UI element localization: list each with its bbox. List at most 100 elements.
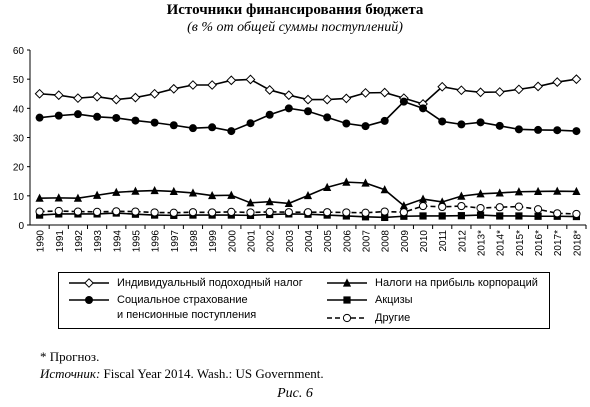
marker: [457, 120, 466, 129]
marker: [496, 212, 504, 220]
marker: [572, 186, 581, 196]
marker: [534, 125, 543, 134]
marker: [572, 209, 581, 219]
y-tick-label: 10: [13, 192, 25, 203]
marker: [514, 187, 523, 196]
x-tick-label: 2011: [438, 230, 449, 252]
marker: [533, 186, 543, 196]
legend-swatch: [327, 278, 367, 287]
marker: [476, 189, 485, 198]
marker: [342, 313, 352, 323]
legend-label: Индивидуальный подоходный налог: [117, 277, 303, 289]
y-tick-label: 30: [13, 134, 25, 145]
y-tick-label: 0: [18, 221, 24, 232]
chart-title: Источники финансирования бюджета: [166, 2, 424, 18]
marker: [571, 74, 582, 85]
marker: [149, 88, 160, 99]
marker: [265, 110, 274, 119]
marker: [379, 87, 390, 98]
x-tick-label: 2000: [227, 230, 238, 253]
marker: [419, 212, 427, 220]
x-tick-label: 2012: [457, 230, 468, 253]
marker: [284, 198, 293, 208]
marker: [85, 296, 93, 304]
marker: [265, 197, 274, 206]
x-tick-label: 2005: [323, 230, 334, 253]
marker: [226, 75, 237, 86]
legend-swatch: [327, 313, 367, 323]
marker: [342, 119, 351, 128]
x-tick-label: 1990: [36, 230, 47, 253]
marker: [553, 209, 562, 218]
legend-label: Акцизы: [375, 294, 413, 306]
marker: [283, 90, 294, 101]
x-tick-label: 1993: [93, 230, 104, 253]
marker: [188, 80, 198, 90]
legend-entry: Налоги на прибыль корпораций: [325, 276, 538, 291]
marker: [381, 213, 389, 222]
marker: [265, 207, 274, 216]
marker: [360, 87, 371, 98]
marker: [35, 113, 44, 122]
legend-entry: Акцизы: [325, 293, 413, 308]
marker: [343, 296, 351, 304]
marker: [188, 208, 198, 217]
marker: [303, 190, 313, 200]
marker: [457, 201, 466, 211]
x-tick-label: 2017*: [553, 230, 564, 256]
marker: [93, 190, 102, 199]
marker: [495, 203, 504, 212]
footnote: * Прогноз.: [40, 349, 100, 364]
marker: [342, 177, 351, 186]
marker: [208, 123, 217, 132]
marker: [130, 92, 141, 103]
marker: [515, 212, 523, 220]
marker: [456, 85, 467, 96]
x-tick-label: 1999: [208, 230, 219, 253]
x-tick-label: 1991: [55, 230, 66, 253]
marker: [93, 112, 102, 121]
marker: [418, 194, 428, 203]
marker: [92, 91, 103, 102]
marker: [303, 94, 313, 105]
marker: [342, 208, 351, 217]
marker: [476, 118, 485, 127]
marker: [54, 193, 63, 202]
marker: [112, 187, 121, 196]
marker: [323, 113, 332, 122]
x-tick-label: 2002: [266, 230, 277, 253]
marker: [303, 208, 313, 217]
legend-entry: Социальное страхование и пенсионные пост…: [67, 293, 256, 323]
legend-swatch: [69, 296, 109, 304]
marker: [341, 93, 352, 104]
x-tick-label: 2015*: [515, 230, 526, 256]
x-tick-label: 1995: [131, 230, 142, 253]
marker: [245, 74, 256, 85]
marker: [169, 121, 178, 130]
marker: [380, 116, 389, 125]
x-tick-label: 2010: [419, 230, 430, 253]
y-tick-label: 20: [13, 163, 25, 174]
marker: [380, 207, 389, 216]
marker: [34, 88, 45, 99]
marker: [112, 113, 121, 122]
marker: [188, 124, 197, 133]
marker: [169, 186, 178, 196]
marker: [84, 278, 94, 288]
marker: [35, 193, 44, 202]
marker: [438, 117, 447, 126]
marker: [553, 186, 562, 195]
x-tick-label: 1996: [151, 230, 162, 253]
marker: [342, 278, 352, 287]
marker: [457, 191, 466, 200]
marker: [514, 125, 523, 134]
marker: [168, 83, 179, 94]
marker: [494, 87, 505, 97]
marker: [476, 203, 485, 213]
marker: [131, 207, 140, 216]
marker: [418, 201, 428, 211]
marker: [495, 121, 504, 130]
marker: [438, 202, 447, 212]
marker: [188, 188, 198, 197]
